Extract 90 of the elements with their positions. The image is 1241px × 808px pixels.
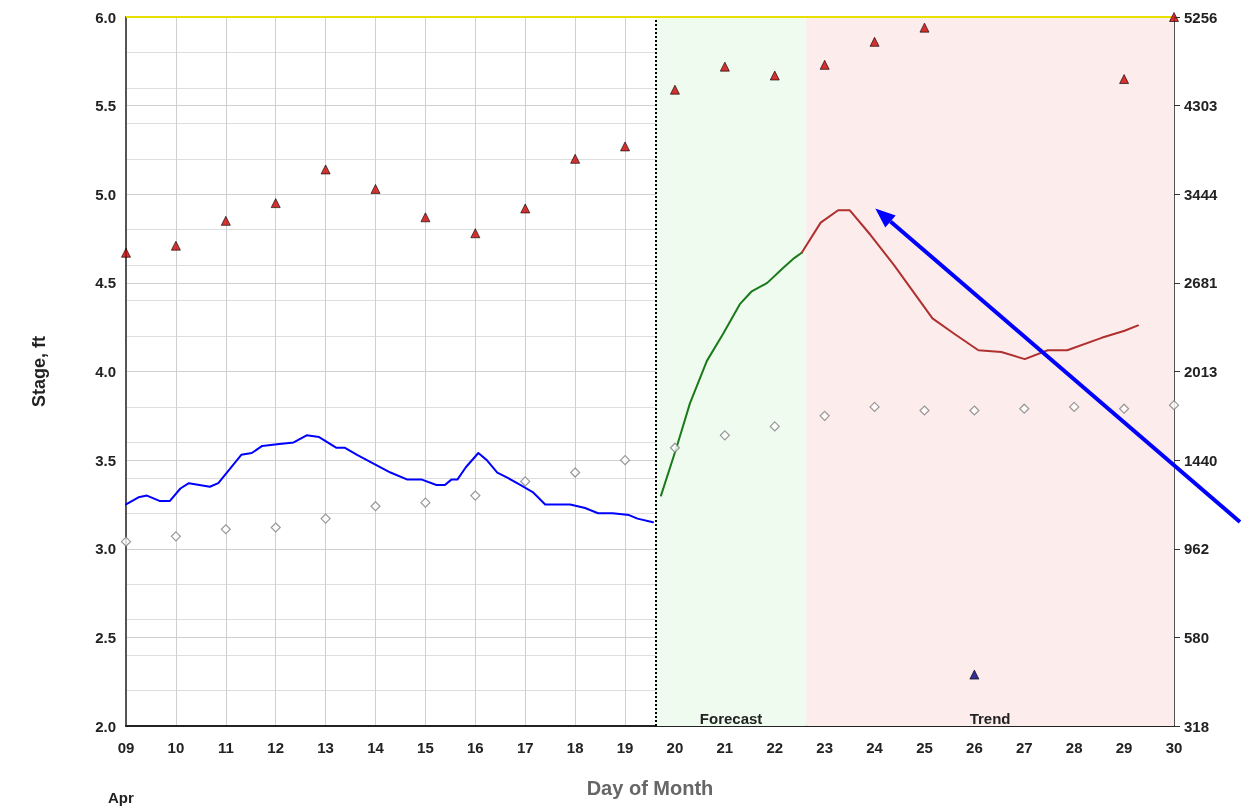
x-tick-label: 27: [1015, 739, 1033, 756]
point: [370, 184, 381, 194]
x-tick-label: 14: [367, 739, 385, 756]
point: [620, 141, 630, 152]
x-tick-label: 18: [566, 739, 584, 756]
y-tick-label: 4.5: [95, 274, 116, 292]
y-tick-label: 5.0: [95, 185, 116, 203]
x-tick-label: 23: [816, 739, 834, 756]
x-tick-label: 30: [1165, 739, 1183, 756]
x-tick-label: 16: [466, 739, 484, 756]
x-axis-title: Day of Month: [586, 777, 714, 799]
category-label: 580: [1184, 628, 1210, 646]
category-label: 5256: [1184, 8, 1218, 26]
point: [1069, 401, 1080, 413]
category-label: 1440: [1184, 451, 1218, 469]
x-tick-label: 17: [516, 739, 534, 756]
point: [969, 669, 980, 680]
point: [270, 198, 281, 209]
point: [819, 410, 830, 421]
point: [669, 442, 681, 453]
point: [570, 467, 581, 478]
x-tick-label: 12: [267, 739, 285, 756]
point: [171, 240, 181, 251]
category-label: 2013: [1184, 363, 1218, 380]
point: [1168, 400, 1180, 411]
x-tick-label: 20: [666, 739, 684, 756]
point: [220, 215, 231, 226]
point: [919, 22, 930, 33]
line-series: [125, 434, 654, 524]
y-tick-label: 3.5: [95, 451, 116, 469]
point: [121, 247, 131, 258]
category-label: 3444: [1184, 185, 1218, 203]
point: [320, 513, 331, 524]
y-tick-label: 5.5: [95, 97, 116, 115]
point: [520, 203, 531, 214]
point: [520, 476, 531, 487]
y-tick-label: 4.0: [95, 363, 116, 380]
point: [270, 522, 281, 533]
point: [320, 164, 331, 175]
point: [619, 455, 631, 466]
x-tick-label: 09: [117, 739, 135, 756]
x-tick-label: 22: [766, 739, 784, 756]
band-label: Forecast: [699, 710, 763, 727]
y-tick-label: 6.0: [95, 8, 116, 26]
point: [1119, 74, 1129, 84]
x-tick-label: 24: [866, 739, 884, 756]
point: [120, 536, 132, 547]
y-tick-label: 2.0: [95, 717, 116, 735]
x-tick-label: 28: [1065, 739, 1083, 756]
category-label: 4303: [1184, 97, 1218, 115]
point: [420, 497, 431, 508]
x-tick-label: 15: [417, 739, 434, 756]
point: [470, 228, 481, 239]
x-tick-label: 19: [616, 739, 634, 756]
x-tick-label: 29: [1115, 739, 1133, 756]
point: [719, 430, 730, 441]
x-tick-label: 26: [966, 739, 983, 756]
point: [170, 531, 181, 542]
category-label: 2681: [1184, 274, 1218, 292]
point: [220, 524, 231, 535]
point: [570, 153, 581, 164]
x-tick-label: 25: [916, 739, 933, 756]
x-tick-label: 11: [217, 739, 234, 756]
category-label: 318: [1184, 717, 1210, 735]
point: [470, 490, 481, 501]
point: [1169, 12, 1179, 22]
band-label: Trend: [969, 710, 1011, 727]
point: [869, 36, 880, 47]
point: [819, 59, 830, 70]
point: [719, 61, 730, 72]
line-series: [800, 209, 1140, 361]
point: [370, 501, 381, 512]
x-tick-label: 13: [317, 739, 334, 756]
point: [670, 84, 680, 95]
point: [1019, 403, 1030, 414]
point: [919, 405, 930, 416]
y-tick-label: 3.0: [95, 540, 116, 558]
point: [769, 421, 780, 432]
y-tick-label: 2.5: [95, 628, 116, 646]
point: [769, 70, 780, 81]
line-series: [659, 251, 803, 497]
point: [420, 212, 431, 223]
point: [1119, 403, 1130, 414]
point: [969, 405, 980, 416]
category-label: 962: [1184, 540, 1210, 558]
y-axis-title: Stage, ft: [29, 335, 49, 408]
point: [869, 401, 880, 413]
text: Apr: [108, 789, 134, 806]
x-tick-label: 21: [716, 739, 734, 756]
x-tick-label: 10: [167, 739, 185, 756]
